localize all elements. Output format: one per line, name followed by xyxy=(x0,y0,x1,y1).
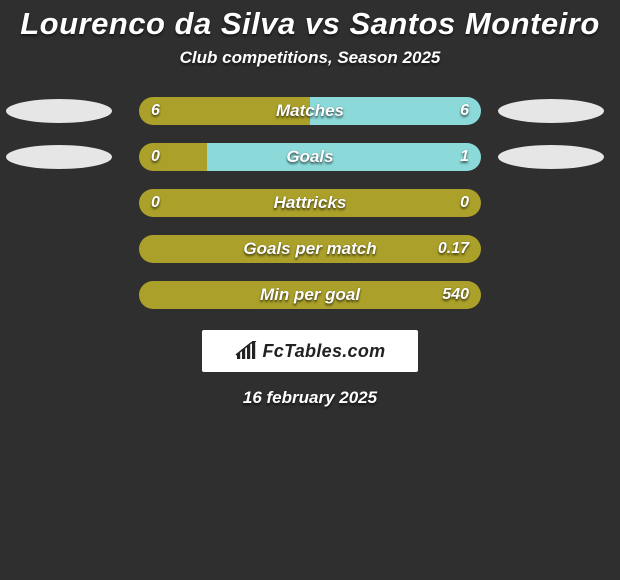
stat-row: 540Min per goal xyxy=(0,272,620,318)
stat-rows: 66Matches 01Goals 00Hattricks 0.17Goals per… xyxy=(0,88,620,318)
player2-marker xyxy=(498,99,604,123)
stat-bar-left-fill xyxy=(139,97,310,125)
stat-row: 66Matches xyxy=(0,88,620,134)
stat-bar: 01Goals xyxy=(139,143,481,171)
stat-bar: 00Hattricks xyxy=(139,189,481,217)
footer-date: 16 february 2025 xyxy=(0,388,620,408)
player1-marker xyxy=(6,99,112,123)
stat-bar-left-fill xyxy=(139,189,481,217)
player2-marker xyxy=(498,145,604,169)
stat-bar: 66Matches xyxy=(139,97,481,125)
brand-badge: FcTables.com xyxy=(202,330,418,372)
stat-bar-left-fill xyxy=(139,143,207,171)
bar-chart-icon xyxy=(235,341,259,361)
stat-bar-right-fill xyxy=(207,143,481,171)
player1-marker xyxy=(6,145,112,169)
stat-row: 01Goals xyxy=(0,134,620,180)
stat-bar: 540Min per goal xyxy=(139,281,481,309)
comparison-infographic: Lourenco da Silva vs Santos Monteiro Clu… xyxy=(0,0,620,580)
page-title: Lourenco da Silva vs Santos Monteiro xyxy=(0,2,620,48)
stat-row: 00Hattricks xyxy=(0,180,620,226)
brand-label: FcTables.com xyxy=(263,341,386,362)
stat-row: 0.17Goals per match xyxy=(0,226,620,272)
stat-bar: 0.17Goals per match xyxy=(139,235,481,263)
stat-bar-left-fill xyxy=(139,281,481,309)
stat-bar-right-fill xyxy=(310,97,481,125)
page-subtitle: Club competitions, Season 2025 xyxy=(0,48,620,88)
stat-bar-left-fill xyxy=(139,235,481,263)
